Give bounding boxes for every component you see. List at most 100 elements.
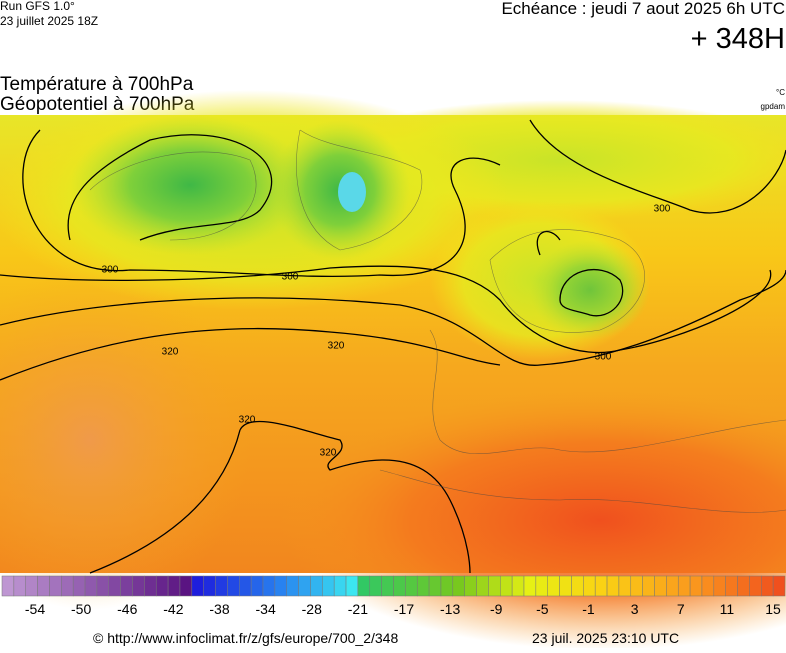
colorbar-label: -28: [302, 601, 322, 617]
contour-label: 300: [282, 272, 299, 283]
color-swatch: [772, 575, 786, 597]
colorbar-label: -1: [582, 601, 595, 617]
title-temperature: Température à 700hPa: [0, 74, 194, 95]
color-swatch: [298, 575, 311, 597]
contour-label: 300: [595, 352, 612, 363]
colorbar-label: -9: [490, 601, 503, 617]
valid-time: Echéance : jeudi 7 aout 2025 6h UTC: [501, 0, 785, 18]
color-swatch: [215, 575, 228, 597]
colorbar-label: -13: [440, 601, 460, 617]
contour-label: 300: [654, 204, 671, 215]
run-label: Run GFS 1.0°: [0, 0, 75, 13]
color-swatch: [737, 575, 750, 597]
color-swatch: [749, 575, 762, 597]
color-swatch: [523, 575, 537, 597]
color-swatch: [37, 575, 50, 597]
color-swatch: [132, 575, 145, 597]
color-swatch: [428, 575, 442, 597]
shade: [530, 240, 650, 340]
color-swatch: [571, 575, 584, 597]
color-swatch: [203, 575, 216, 597]
color-swatch: [583, 575, 596, 597]
color-swatch: [594, 575, 608, 597]
color-swatch: [606, 575, 620, 597]
color-swatch: [1, 575, 15, 597]
map: [0, 90, 786, 650]
color-swatch: [666, 575, 679, 597]
colorbar-label: 3: [631, 601, 639, 617]
lead-time: + 348H: [691, 23, 785, 55]
contours: [0, 119, 786, 574]
color-swatch: [13, 575, 26, 597]
color-swatch: [476, 575, 489, 597]
colorbar-label: 7: [677, 601, 685, 617]
color-swatch: [618, 575, 632, 597]
color-swatch: [452, 575, 465, 597]
colorbar-label: -50: [71, 601, 91, 617]
colorbar-label: 15: [765, 601, 781, 617]
color-swatch: [227, 575, 240, 597]
contour-label: 320: [328, 341, 345, 352]
color-swatch: [191, 575, 204, 597]
color-swatch: [286, 575, 299, 597]
color-swatch: [155, 575, 169, 597]
color-swatch: [144, 575, 157, 597]
color-swatch: [440, 575, 454, 597]
coastlines: [89, 129, 786, 513]
color-swatch: [677, 575, 691, 597]
color-swatch: [167, 575, 181, 597]
color-swatch: [49, 575, 62, 597]
colorbar: -54 -50 -46 -42 -38 -34 -28 -21 -17 -13 -9 -5 -1 3 7 11…: [1, 575, 786, 617]
color-swatch: [179, 575, 193, 597]
unit-temperature: °C: [776, 88, 785, 97]
color-swatch: [535, 575, 548, 597]
colorbar-label: -54: [25, 601, 45, 617]
color-swatch: [239, 575, 252, 597]
color-swatch: [61, 575, 74, 597]
color-swatch: [84, 575, 98, 597]
colorbar-label: -5: [536, 601, 549, 617]
color-swatch: [120, 575, 133, 597]
color-swatch: [761, 575, 774, 597]
color-swatch: [96, 575, 110, 597]
source-url: © http://www.infoclimat.fr/z/gfs/europe/…: [93, 630, 398, 646]
colorbar-label: -21: [348, 601, 368, 617]
color-swatch: [357, 575, 371, 597]
color-swatch: [654, 575, 667, 597]
color-swatch: [72, 575, 86, 597]
colorbar-label: -46: [117, 601, 137, 617]
color-swatch: [310, 575, 323, 597]
color-swatch: [345, 575, 359, 597]
cold-core: [338, 172, 366, 212]
color-swatch: [405, 575, 418, 597]
color-swatch: [108, 575, 121, 597]
colorbar-label: -38: [209, 601, 229, 617]
colorbar-label: -17: [394, 601, 414, 617]
color-swatch: [25, 575, 38, 597]
color-swatch: [274, 575, 287, 597]
color-swatch: [713, 575, 726, 597]
colorbar-label: -34: [256, 601, 276, 617]
unit-geopotential: gpdam: [761, 102, 786, 111]
color-swatch: [322, 575, 335, 597]
contour-label: 320: [162, 347, 179, 358]
contour-label: 320: [239, 415, 256, 426]
color-swatch: [500, 575, 513, 597]
color-swatch: [725, 575, 738, 597]
contour-label: 320: [320, 448, 337, 459]
color-swatch: [701, 575, 715, 597]
color-swatch: [547, 575, 560, 597]
color-swatch: [630, 575, 643, 597]
generated-time: 23 juil. 2025 23:10 UTC: [532, 630, 679, 646]
color-swatch: [369, 575, 382, 597]
color-swatch: [393, 575, 406, 597]
colorbar-label: 11: [720, 601, 735, 617]
color-swatch: [333, 575, 347, 597]
color-swatch: [381, 575, 394, 597]
shade: [0, 270, 250, 610]
run-date: 23 juillet 2025 18Z: [0, 14, 98, 28]
color-swatch: [559, 575, 572, 597]
color-swatch: [689, 575, 703, 597]
color-swatch: [416, 575, 430, 597]
